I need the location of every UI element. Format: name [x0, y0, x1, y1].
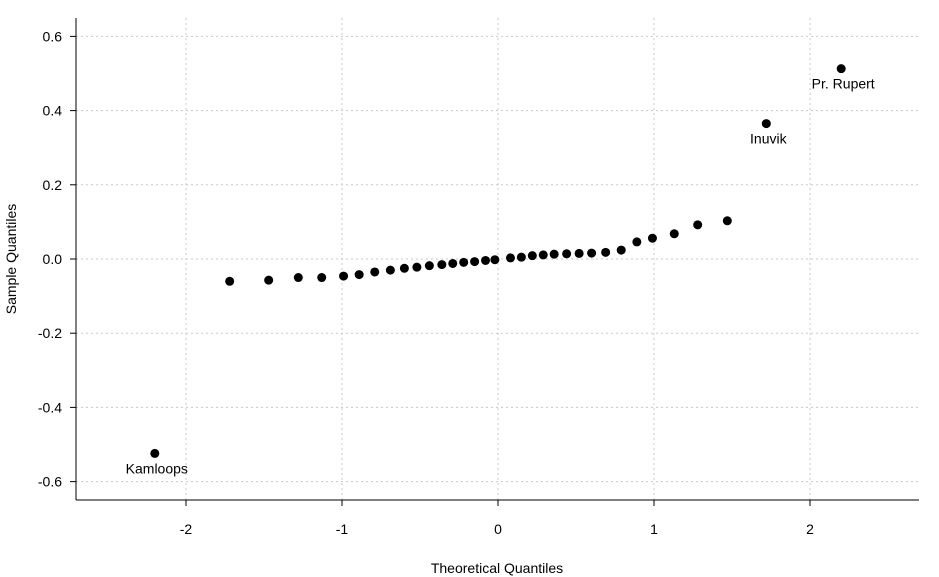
- y-tick-label: 0.0: [43, 251, 63, 267]
- data-point: [412, 262, 422, 272]
- data-point: [481, 255, 491, 265]
- data-point: [385, 265, 395, 275]
- data-point: [587, 248, 597, 258]
- data-point: [293, 273, 303, 283]
- data-point: [470, 257, 480, 267]
- point-annotations: Kamloops Inuvik Pr. Rupert: [126, 76, 875, 477]
- data-point: [549, 249, 559, 259]
- data-point: [437, 260, 447, 270]
- x-tick-label: 1: [650, 521, 658, 537]
- x-tick-label: -2: [180, 521, 193, 537]
- data-point: [370, 267, 380, 277]
- x-ticks: -2 -1 0 1 2: [180, 500, 814, 537]
- data-point: [399, 263, 409, 273]
- y-tick-label: 0.4: [43, 103, 63, 119]
- data-point: [693, 220, 703, 230]
- x-tick-label: -1: [336, 521, 349, 537]
- point-annotation-label: Kamloops: [126, 460, 188, 476]
- data-point: [339, 271, 349, 281]
- data-points: [150, 64, 846, 458]
- data-point: [424, 261, 434, 271]
- data-point: [538, 250, 548, 260]
- data-point: [150, 448, 160, 458]
- data-point: [490, 255, 500, 265]
- data-point: [761, 119, 771, 129]
- data-point: [264, 275, 274, 285]
- data-point: [601, 247, 611, 257]
- data-point: [647, 233, 657, 243]
- data-point: [562, 249, 572, 259]
- point-annotation-label: Inuvik: [750, 131, 788, 147]
- data-point: [722, 216, 732, 226]
- data-point: [574, 248, 584, 258]
- data-point: [516, 252, 526, 262]
- data-point: [225, 276, 235, 286]
- data-point: [448, 258, 458, 268]
- data-point: [669, 229, 679, 239]
- data-point: [836, 64, 846, 74]
- data-point: [354, 270, 364, 280]
- data-point: [632, 237, 642, 247]
- y-tick-label: 0.2: [43, 177, 63, 193]
- x-tick-label: 0: [494, 521, 502, 537]
- y-tick-label: -0.4: [38, 399, 62, 415]
- y-tick-label: -0.6: [38, 474, 62, 490]
- data-point: [616, 245, 626, 255]
- point-annotation-label: Pr. Rupert: [812, 76, 875, 92]
- y-tick-label: 0.6: [43, 28, 63, 44]
- y-ticks: -0.6 -0.4 -0.2 0.0 0.2 0.4 0.6: [38, 28, 76, 490]
- y-axis-title: Sample Quantiles: [3, 204, 19, 315]
- data-point: [527, 251, 537, 261]
- data-point: [459, 257, 469, 267]
- data-point: [505, 253, 515, 263]
- grid-lines: [76, 18, 919, 500]
- x-axis-title: Theoretical Quantiles: [431, 560, 563, 576]
- data-point: [317, 273, 327, 283]
- x-tick-label: 2: [806, 521, 814, 537]
- y-tick-label: -0.2: [38, 325, 62, 341]
